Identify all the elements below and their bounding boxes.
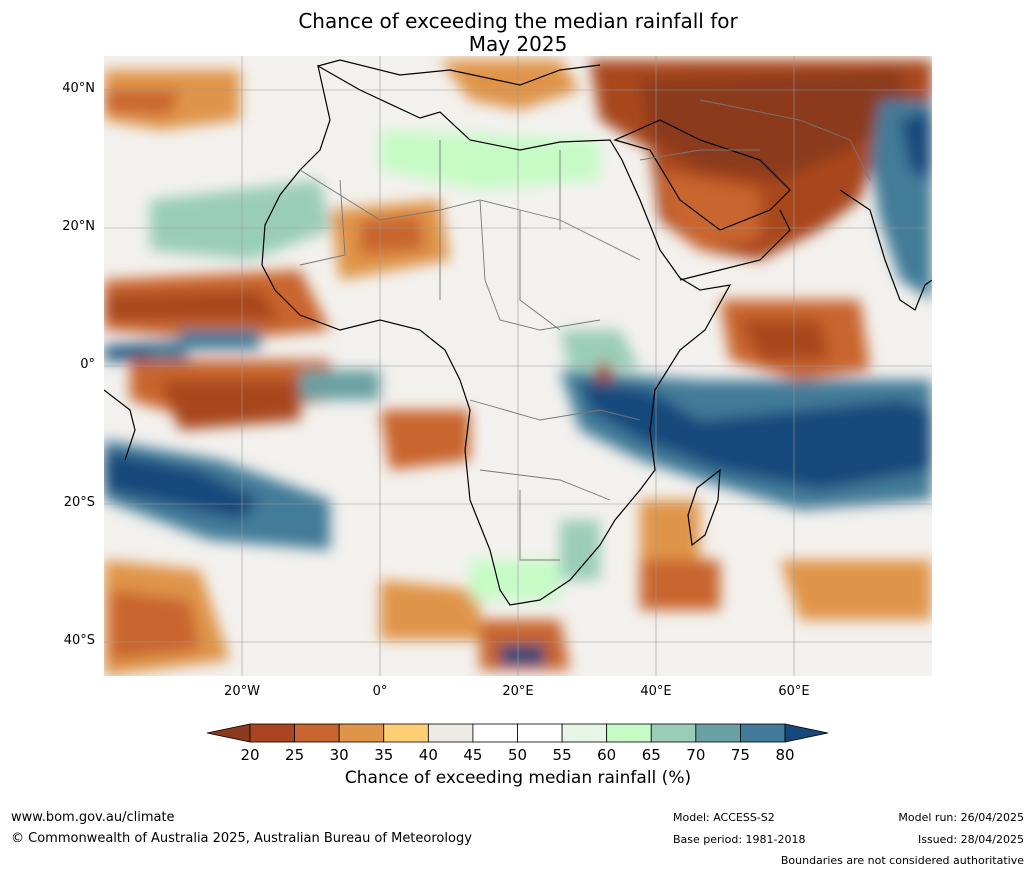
title-line-1: Chance of exceeding the median rainfall …	[298, 9, 738, 33]
colorbar-tick-label: 35	[374, 746, 393, 764]
arabia-south-coast	[679, 209, 791, 281]
footer-issued: Issued: 28/04/2025	[917, 833, 1024, 846]
footer-base-period: Base period: 1981-2018	[673, 833, 806, 846]
lat-label-40n: 40°N	[62, 81, 95, 96]
rainfall-probability-field	[104, 60, 932, 676]
title-line-2: May 2025	[468, 32, 568, 56]
colorbar-cell	[249, 723, 295, 743]
footer-model-run: Model run: 26/04/2025	[898, 811, 1024, 824]
lat-label-20s: 20°S	[63, 495, 95, 510]
africa-coastline	[261, 64, 732, 606]
country-boundaries	[299, 99, 871, 561]
colorbar-title: Chance of exceeding median rainfall (%)	[344, 768, 692, 788]
colorbar-tick-label: 55	[553, 746, 572, 764]
lon-label-20e: 20°E	[502, 684, 534, 699]
colorbar-extend-low	[206, 723, 251, 743]
colorbar-tick-label: 20	[240, 746, 259, 764]
colorbar-cell	[606, 723, 652, 743]
colorbar-tick-label: 75	[731, 746, 750, 764]
india-coastline	[839, 189, 932, 311]
colorbar-tick-label: 40	[419, 746, 438, 764]
colorbar-cell	[472, 723, 518, 743]
lat-label-40s: 40°S	[63, 633, 95, 648]
lon-label-0: 0°	[372, 684, 388, 699]
footer-website: www.bom.gov.au/climate	[11, 810, 175, 825]
madagascar-coastline	[687, 468, 721, 547]
colorbar-tick-label: 45	[463, 746, 482, 764]
colorbar-tick-label: 60	[597, 746, 616, 764]
lon-label-20w: 20°W	[224, 684, 260, 699]
colorbar-extend-high	[784, 723, 829, 743]
south-america-coastline	[104, 389, 136, 461]
lon-label-40e: 40°E	[640, 684, 672, 699]
lat-label-20n: 20°N	[62, 219, 95, 234]
colorbar-cell	[427, 723, 474, 743]
colorbar-cell	[740, 723, 786, 743]
lon-label-60e: 60°E	[778, 684, 810, 699]
footer-copyright: © Commonwealth of Australia 2025, Austra…	[11, 831, 472, 846]
colorbar-cell	[383, 723, 429, 743]
colorbar-cell	[561, 723, 608, 743]
colorbar-cell	[650, 723, 697, 743]
lat-label-equator: 0°	[80, 357, 95, 372]
map-title: Chance of exceeding the median rainfall …	[104, 10, 932, 56]
colorbar-cell	[338, 723, 385, 743]
colorbar-tick-label: 70	[686, 746, 705, 764]
coastlines	[104, 59, 932, 606]
colorbar-tick-label: 65	[642, 746, 661, 764]
colorbar-cell	[294, 723, 340, 743]
colorbar-tick-label: 25	[285, 746, 304, 764]
colorbar-tick-label: 80	[775, 746, 794, 764]
footer-model: Model: ACCESS-S2	[673, 811, 775, 824]
europe-coastline	[317, 59, 601, 86]
colorbar-cell	[695, 723, 741, 743]
arabia-coastline	[613, 119, 791, 231]
footer-disclaimer: Boundaries are not considered authoritat…	[780, 854, 1024, 867]
colorbar-tick-label: 50	[508, 746, 527, 764]
colorbar-cell	[517, 723, 563, 743]
colorbar-tick-label: 30	[330, 746, 349, 764]
